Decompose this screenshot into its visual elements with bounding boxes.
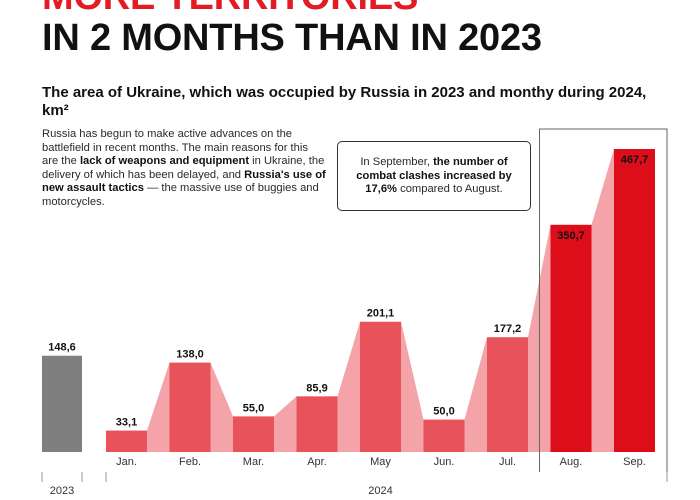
bar-jan: [106, 430, 147, 452]
description-bold1: lack of weapons and equipment: [79, 155, 250, 168]
callout-bold: the number of combat clashes increased b…: [356, 156, 512, 196]
connector-band-2: [274, 396, 297, 452]
data-label-2023: 148,6: [48, 342, 76, 354]
tick-label-apr: Apr.: [307, 456, 327, 468]
callout-box: In September, the number of combat clash…: [337, 141, 531, 211]
connector-band-5: [464, 337, 487, 452]
tick-label-jul: Jul.: [499, 456, 516, 468]
bar-jun: [423, 419, 465, 452]
connector-band-3: [337, 321, 360, 452]
tick-label-sep: Sep.: [623, 456, 646, 468]
bar-sep: [614, 149, 655, 452]
data-label-aug: 350,7: [557, 230, 585, 242]
data-label-mar: 55,0: [243, 402, 264, 414]
headline-line2: IN 2 MONTHS THAN IN 2023: [42, 17, 542, 59]
tick-label-jun: Jun.: [434, 456, 455, 468]
description-part2: in Ukraine, the delivery of which has be…: [42, 155, 325, 181]
callout-part2: compared to August.: [397, 183, 503, 196]
tick-label-mar: Mar.: [243, 456, 264, 468]
tick-label-may: May: [370, 456, 391, 468]
data-label-feb: 138,0: [176, 349, 204, 361]
bar-2023: [42, 355, 82, 452]
description-part1: Russia has begun to make active advances…: [42, 128, 308, 168]
description-bold2: Russia's use of new assault tactics: [42, 168, 326, 195]
data-label-may: 201,1: [367, 308, 395, 320]
callout-part1: In September,: [360, 156, 434, 168]
description-text: Russia has begun to make active advances…: [42, 128, 327, 210]
data-label-jun: 50,0: [433, 406, 454, 418]
bar-aug: [550, 224, 592, 452]
headline-line1: MORE TERRITORIES: [42, 0, 418, 16]
connector-band-1: [210, 362, 233, 452]
group-label-2024: 2024: [368, 485, 392, 497]
tick-label-feb: Feb.: [179, 456, 201, 468]
connector-band-4: [401, 321, 424, 452]
connector-band-7: [591, 149, 614, 452]
group-label-2023: 2023: [50, 485, 74, 497]
bar-may: [360, 321, 401, 452]
data-label-jan: 33,1: [116, 417, 137, 429]
data-label-sep: 467,7: [621, 154, 649, 166]
highlight-bracket: [539, 128, 668, 472]
connector-band-0: [147, 362, 170, 452]
description-part3: — the massive use of buggies and motorcy…: [42, 182, 319, 208]
bar-mar: [233, 416, 274, 452]
tick-label-aug: Aug.: [560, 456, 583, 468]
bar-apr: [296, 396, 338, 452]
bar-feb: [169, 362, 211, 452]
chart-subtitle: The area of Ukraine, which was occupied …: [42, 84, 647, 119]
tick-label-jan: Jan.: [116, 456, 137, 468]
data-label-apr: 85,9: [306, 382, 327, 394]
bar-jul: [487, 337, 528, 452]
data-label-jul: 177,2: [494, 323, 522, 335]
